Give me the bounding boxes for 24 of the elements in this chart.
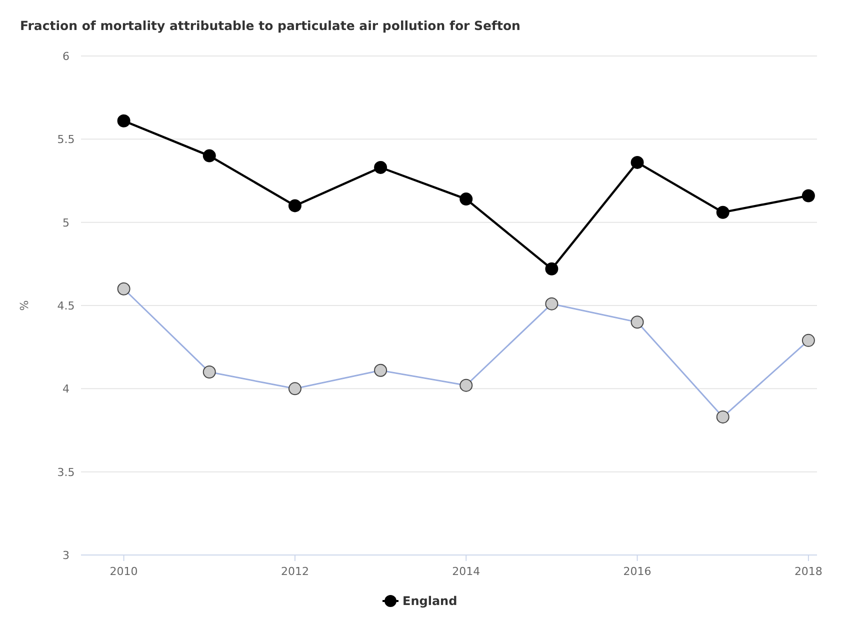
x-tick-label: 2018	[794, 565, 822, 578]
point	[545, 262, 558, 276]
legend-label: England	[402, 594, 458, 608]
y-tick-label: 4	[62, 382, 70, 396]
x-tick-label: 2014	[452, 565, 480, 578]
x-tick-label: 2016	[623, 565, 652, 578]
point	[802, 189, 815, 202]
y-tick-label: 6	[62, 50, 70, 63]
point	[202, 149, 216, 162]
point	[630, 156, 644, 169]
y-tick-label: 3	[62, 549, 70, 562]
y-tick-label: 5.5	[57, 133, 75, 146]
point	[716, 206, 730, 219]
x-tick-label: 2012	[280, 565, 309, 578]
y-tick-label: 4.5	[57, 300, 75, 312]
y-axis-title: %	[18, 300, 31, 311]
point	[288, 199, 302, 212]
x-tick-label: 2010	[110, 565, 138, 578]
y-tick-label: 5	[62, 216, 70, 230]
point	[460, 192, 473, 206]
point	[117, 114, 130, 128]
chart-title: Fraction of mortality attributable to particulate air pollution for Sefton	[20, 18, 520, 33]
y-tick-label: 3.5	[57, 466, 75, 479]
point	[374, 160, 388, 174]
